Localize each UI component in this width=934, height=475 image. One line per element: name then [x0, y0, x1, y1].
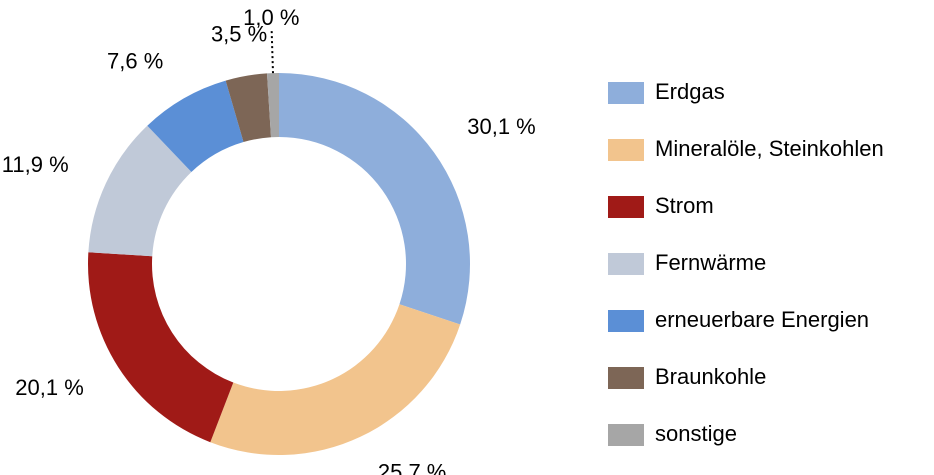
data-label: 3,5 % — [211, 21, 267, 46]
donut-slice — [266, 73, 279, 138]
legend-label: erneuerbare Energien — [655, 307, 869, 332]
legend-swatch — [608, 196, 644, 218]
legend-label: Braunkohle — [655, 364, 766, 389]
legend-swatch — [608, 82, 644, 104]
legend-swatch — [608, 253, 644, 275]
legend-swatch — [608, 310, 644, 332]
data-label: 30,1 % — [467, 114, 536, 139]
donut-slice — [147, 80, 244, 173]
donut-slice — [279, 73, 471, 325]
data-label: 7,6 % — [107, 49, 163, 74]
legend-label: Erdgas — [655, 79, 725, 104]
data-label: 20,1 % — [15, 375, 84, 400]
donut-slice — [210, 304, 461, 455]
legend-label: Mineralöle, Steinkohlen — [655, 136, 884, 161]
data-label: 11,9 % — [2, 152, 69, 177]
leader-line — [270, 31, 274, 74]
legend-swatch — [608, 139, 644, 161]
data-label: 1,0 % — [243, 5, 299, 30]
legend-label: Strom — [655, 193, 714, 218]
donut-slice — [88, 125, 192, 257]
legend-label: Fernwärme — [655, 250, 766, 275]
donut-slice — [225, 73, 272, 143]
donut-slice — [87, 252, 234, 443]
data-label: 25,7 % — [378, 460, 447, 475]
legend-label: sonstige — [655, 421, 737, 446]
legend-swatch — [608, 424, 644, 446]
legend-swatch — [608, 367, 644, 389]
